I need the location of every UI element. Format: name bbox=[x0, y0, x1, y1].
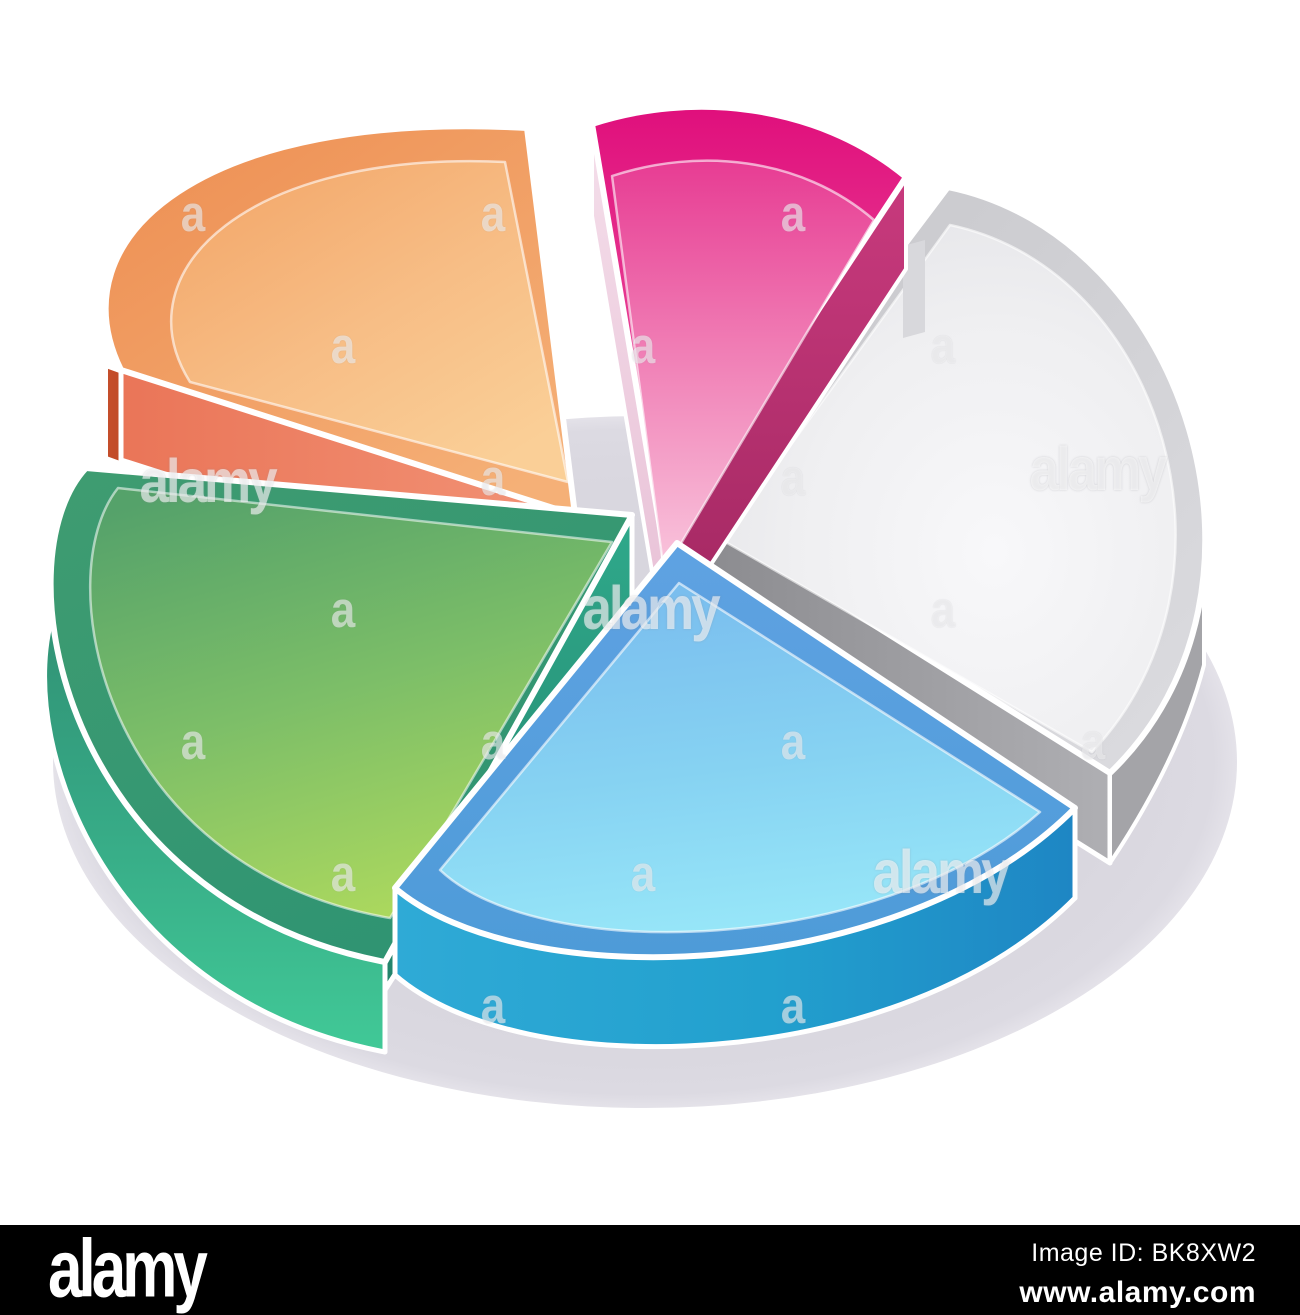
pie-slice-blue bbox=[392, 540, 1078, 1050]
footer-right-block: Image ID: BK8XW2 www.alamy.com bbox=[1019, 1239, 1256, 1310]
pink-slice-inner-face bbox=[610, 159, 876, 574]
image-id-label: Image ID: BK8XW2 bbox=[1031, 1239, 1256, 1267]
gray-slice-cast-shadow bbox=[903, 240, 925, 338]
pie-slice-green bbox=[42, 465, 635, 1055]
footer-bar: alamy Image ID: BK8XW2 www.alamy.com bbox=[0, 1225, 1300, 1315]
pie-slice-orange bbox=[102, 123, 578, 608]
alamy-logo: alamy bbox=[48, 1223, 208, 1315]
gray-slice-inner-face bbox=[720, 223, 1177, 754]
green-slice-inner-face bbox=[88, 486, 614, 920]
blue-slice-inner-face bbox=[438, 581, 1042, 934]
orange-slice-inner-face bbox=[170, 159, 570, 484]
website-label: www.alamy.com bbox=[1019, 1276, 1256, 1309]
pie-slice-pink bbox=[589, 103, 909, 639]
